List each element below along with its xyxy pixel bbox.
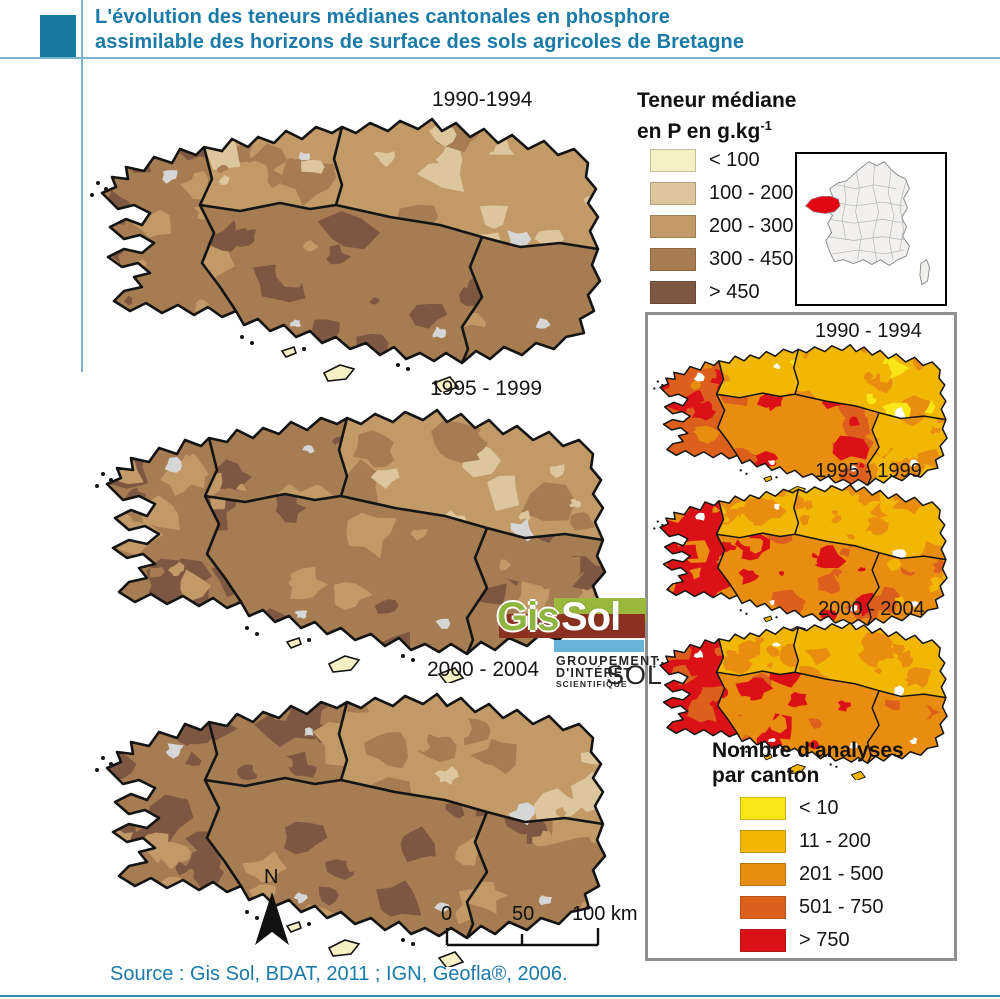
legend-a-title-line1: Nombre d'analyses: [712, 739, 904, 762]
page-title-line1: L'évolution des teneurs médianes cantona…: [95, 6, 670, 28]
legend-a-row-1: < 10: [740, 796, 838, 820]
header-rule: [0, 57, 1000, 59]
map-label-2000-2004: 2000 - 2004: [427, 658, 540, 681]
map-analyses-2000-2004: [653, 610, 953, 780]
brittany-highlight: [805, 196, 841, 214]
legend-a-row-3: 201 - 500: [740, 862, 884, 886]
legend-p-title-line2: en P en g.kg: [637, 120, 761, 143]
source-text: Source : Gis Sol, BDAT, 2011 ; IGN, Geof…: [110, 963, 568, 985]
legend-a-row-5: > 750: [740, 928, 850, 952]
gissol-caption-line3: SCIENTIFIQUE: [556, 679, 628, 689]
legend-a-swatch-5: [740, 928, 786, 952]
legend-a-swatch-4: [740, 895, 786, 919]
legend-a-swatch-2: [740, 829, 786, 853]
map-phosphorus-1990-1994: [90, 97, 610, 392]
legend-a-label-3: 201 - 500: [799, 862, 884, 885]
legend-a-label-2: 11 - 200: [799, 829, 871, 852]
legend-p-title-line1: Teneur médiane: [637, 89, 797, 112]
map-phosphorus-1995-1999: [95, 388, 615, 683]
legend-analyses-title: Nombre d'analyses par canton: [712, 738, 904, 788]
gissol-blue-bar: [554, 640, 644, 652]
legend-a-label-5: > 750: [799, 928, 850, 951]
legend-p-label-1: < 100: [709, 148, 760, 171]
map-analyses-1990-1994: [653, 332, 953, 502]
scalebar-label-50: 50: [512, 903, 535, 925]
legend-a-label-4: 501 - 750: [799, 895, 884, 918]
legend-p-title-sup: -1: [760, 118, 772, 133]
vertical-rule: [81, 0, 83, 372]
legend-p-row-1: < 100: [650, 148, 760, 172]
panel-label-1995-1999: 1995 - 1999: [815, 460, 922, 482]
legend-p-swatch-5: [650, 280, 696, 304]
france-departments-lines: [827, 163, 908, 262]
legend-p-swatch-4: [650, 247, 696, 271]
france-inset: [795, 152, 947, 306]
corsica-shape: [919, 258, 931, 286]
gissol-sol-caps: SOL: [606, 660, 664, 690]
legend-p-swatch-1: [650, 148, 696, 172]
gissol-sol-text: Sol: [561, 595, 621, 639]
legend-p-label-4: 300 - 450: [709, 247, 794, 270]
legend-a-row-4: 501 - 750: [740, 895, 884, 919]
legend-a-swatch-1: [740, 796, 786, 820]
gissol-red-bar: [499, 614, 645, 638]
legend-a-title-line2: par canton: [712, 764, 820, 787]
north-arrow-icon: [255, 892, 289, 945]
legend-a-label-1: < 10: [799, 796, 839, 819]
scalebar-label-100km: 100 km: [572, 903, 638, 925]
legend-a-row-2: 11 - 200: [740, 829, 871, 853]
france-map: [804, 161, 931, 286]
footer-rule: [0, 995, 1000, 997]
legend-p-label-5: > 450: [709, 280, 760, 303]
gissol-caption-line1: GROUPEMENT: [556, 654, 660, 668]
page-title-line2: assimilable des horizons de surface des …: [95, 31, 745, 53]
legend-p-row-5: > 450: [650, 280, 760, 304]
legend-p-row-3: 200 - 300: [650, 214, 794, 238]
map-label-1995-1999: 1995 - 1999: [430, 377, 543, 400]
panel-label-1990-1994: 1990 - 1994: [815, 320, 922, 342]
accent-square: [40, 15, 76, 57]
legend-p-row-4: 300 - 450: [650, 247, 794, 271]
panel-label-2000-2004: 2000 - 2004: [818, 598, 925, 620]
legend-p-swatch-3: [650, 214, 696, 238]
map-analyses-1995-1999: [653, 472, 953, 642]
legend-p-label-2: 100 - 200: [709, 181, 794, 204]
legend-p-row-2: 100 - 200: [650, 181, 794, 205]
gissol-gis-text: Gis: [497, 595, 559, 639]
scalebar-label-0: 0: [441, 903, 453, 925]
scalebar: [445, 928, 600, 947]
map-phosphorus-2000-2004: [95, 672, 615, 967]
legend-phosphorus-title: Teneur médiane en P en g.kg-1: [637, 88, 797, 144]
gissol-caption-line2: D'INTÉRÊT: [556, 666, 633, 680]
legend-a-swatch-3: [740, 862, 786, 886]
legend-p-swatch-2: [650, 181, 696, 205]
map-label-1990-1994: 1990-1994: [432, 88, 533, 111]
legend-p-label-3: 200 - 300: [709, 214, 794, 237]
north-label: N: [264, 866, 279, 888]
